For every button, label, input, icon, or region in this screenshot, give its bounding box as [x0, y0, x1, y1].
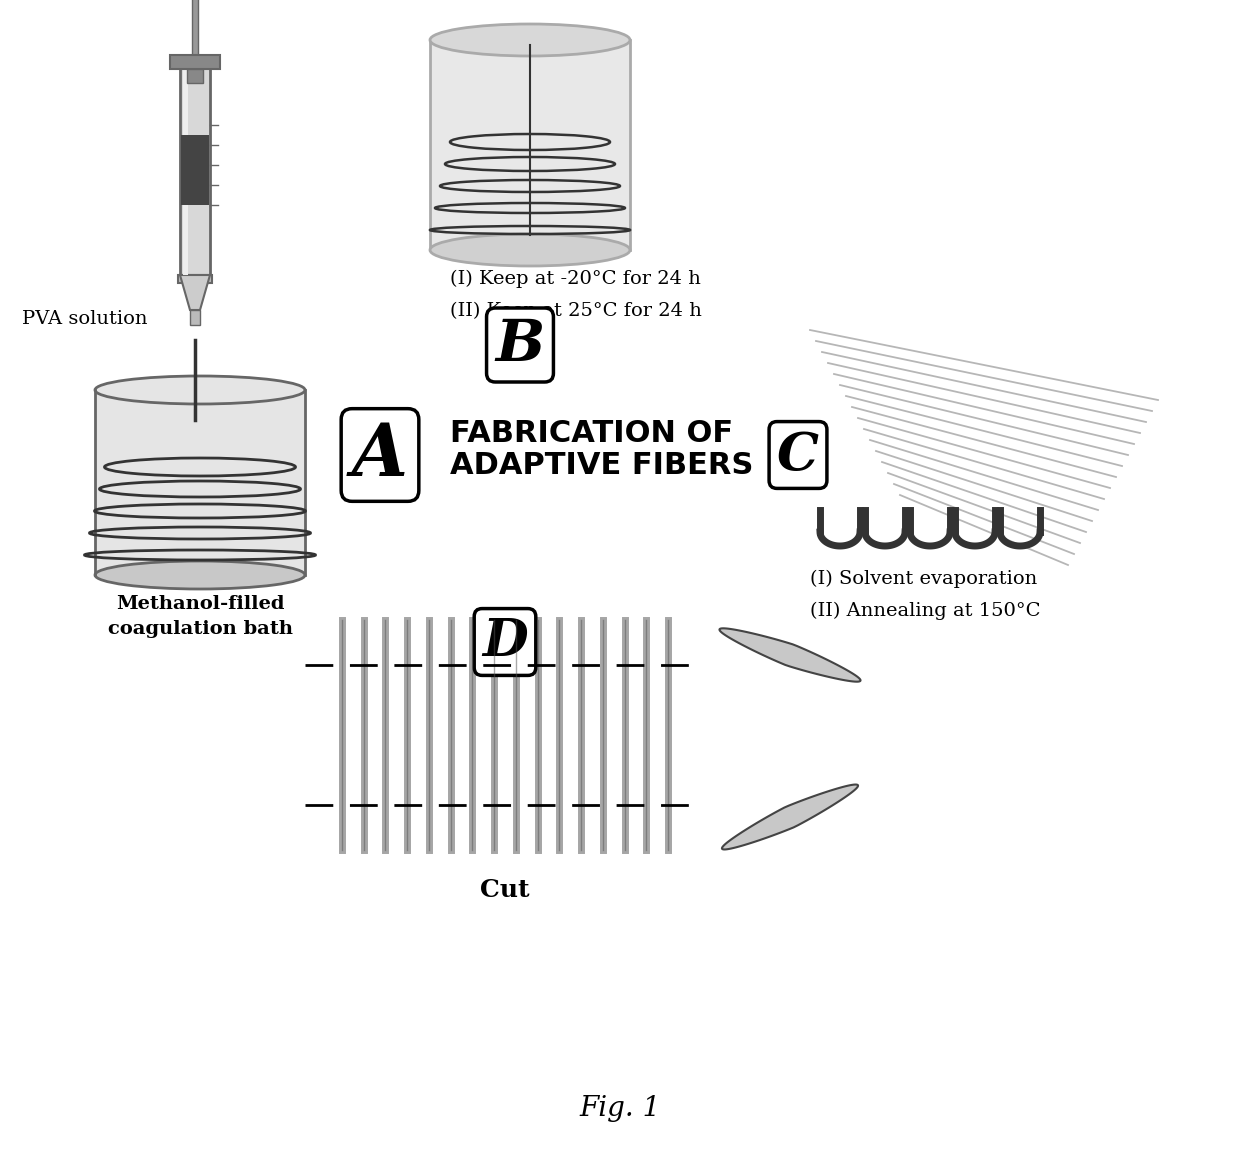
- Polygon shape: [180, 275, 210, 310]
- Text: (II) Keep at 25°C for 24 h: (II) Keep at 25°C for 24 h: [450, 302, 702, 320]
- Ellipse shape: [95, 376, 305, 404]
- Bar: [430, 40, 630, 250]
- Text: A: A: [352, 419, 408, 490]
- Text: coagulation bath: coagulation bath: [108, 620, 293, 638]
- Bar: [187, 69, 203, 83]
- Bar: [180, 55, 210, 275]
- Bar: [181, 135, 210, 205]
- Text: (II) Annealing at 150°C: (II) Annealing at 150°C: [810, 602, 1040, 620]
- Text: FABRICATION OF: FABRICATION OF: [450, 419, 733, 448]
- Text: (I) Solvent evaporation: (I) Solvent evaporation: [810, 570, 1037, 588]
- Text: C: C: [777, 429, 818, 480]
- Text: PVA solution: PVA solution: [22, 310, 148, 328]
- Bar: [190, 310, 200, 325]
- Bar: [192, 0, 198, 75]
- Text: Fig. 1: Fig. 1: [579, 1095, 661, 1122]
- Text: Methanol-filled: Methanol-filled: [115, 595, 284, 613]
- Polygon shape: [719, 628, 861, 681]
- Polygon shape: [722, 785, 858, 849]
- Text: ADAPTIVE FIBERS: ADAPTIVE FIBERS: [450, 450, 754, 480]
- Ellipse shape: [95, 561, 305, 589]
- Bar: [170, 55, 219, 69]
- Text: Cut: Cut: [480, 878, 529, 902]
- Ellipse shape: [430, 234, 630, 266]
- Text: (I) Keep at -20°C for 24 h: (I) Keep at -20°C for 24 h: [450, 270, 701, 288]
- Text: D: D: [482, 617, 528, 668]
- Bar: [179, 275, 212, 283]
- Text: B: B: [495, 317, 544, 373]
- Polygon shape: [95, 390, 305, 576]
- Ellipse shape: [430, 24, 630, 56]
- Bar: [184, 55, 188, 275]
